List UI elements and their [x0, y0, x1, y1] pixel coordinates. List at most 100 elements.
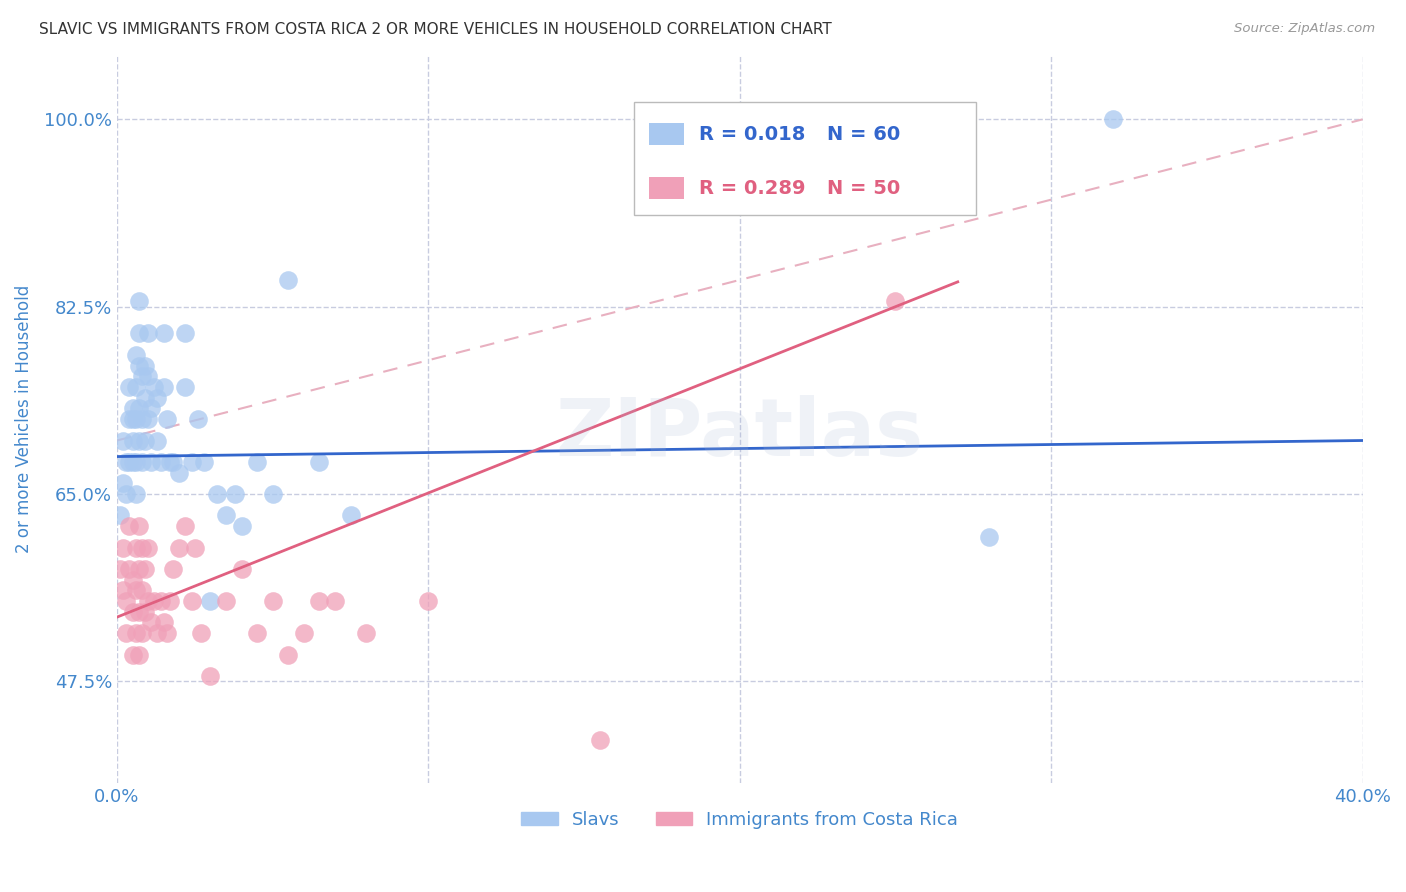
Point [174, 519, 197, 533]
Point [152, 326, 174, 341]
Point [124, 487, 146, 501]
Point [124, 380, 146, 394]
Point [118, 412, 141, 426]
Point [149, 594, 172, 608]
Point [121, 605, 143, 619]
Point [339, 508, 361, 523]
Legend: Slavs, Immigrants from Costa Rica: Slavs, Immigrants from Costa Rica [515, 804, 966, 836]
Point [308, 594, 330, 608]
Point [167, 541, 190, 555]
Point [118, 562, 141, 576]
Point [118, 519, 141, 533]
Point [115, 455, 138, 469]
Point [190, 626, 212, 640]
Point [128, 562, 150, 576]
Point [141, 615, 163, 630]
Point [292, 626, 315, 640]
Point [308, 455, 330, 469]
Point [156, 626, 179, 640]
Point [152, 615, 174, 630]
Point [174, 380, 197, 394]
Point [128, 434, 150, 448]
Point [149, 455, 172, 469]
Point [588, 733, 610, 747]
Point [124, 583, 146, 598]
FancyBboxPatch shape [634, 103, 976, 215]
Point [193, 455, 215, 469]
Point [124, 626, 146, 640]
Point [167, 466, 190, 480]
Point [156, 412, 179, 426]
Point [124, 412, 146, 426]
Point [215, 594, 238, 608]
Point [246, 455, 269, 469]
Point [134, 562, 156, 576]
Point [277, 648, 299, 662]
Point [136, 594, 159, 608]
Y-axis label: 2 or more Vehicles in Household: 2 or more Vehicles in Household [15, 285, 32, 553]
Point [136, 412, 159, 426]
Point [159, 594, 181, 608]
Point [146, 391, 169, 405]
Point [231, 562, 253, 576]
Point [131, 369, 153, 384]
Point [112, 541, 135, 555]
Point [141, 401, 163, 416]
Text: N = 60: N = 60 [827, 125, 900, 144]
Point [159, 455, 181, 469]
Point [143, 594, 166, 608]
Point [121, 455, 143, 469]
Point [121, 412, 143, 426]
Text: R = 0.289: R = 0.289 [699, 178, 806, 198]
Point [277, 273, 299, 287]
Point [134, 391, 156, 405]
Point [180, 455, 202, 469]
Point [128, 401, 150, 416]
Point [128, 326, 150, 341]
Point [131, 412, 153, 426]
Point [124, 541, 146, 555]
Point [354, 626, 377, 640]
Point [128, 294, 150, 309]
Text: ZIPatlas: ZIPatlas [555, 394, 924, 473]
Point [131, 455, 153, 469]
Point [121, 648, 143, 662]
Point [112, 434, 135, 448]
Point [180, 594, 202, 608]
Point [146, 434, 169, 448]
Point [141, 455, 163, 469]
Point [1102, 112, 1125, 127]
Point [131, 626, 153, 640]
Point [162, 455, 184, 469]
Point [118, 380, 141, 394]
Point [977, 530, 1000, 544]
Point [143, 380, 166, 394]
Point [162, 562, 184, 576]
Point [128, 359, 150, 373]
Point [418, 594, 440, 608]
Point [112, 583, 135, 598]
Point [884, 294, 907, 309]
Point [128, 648, 150, 662]
Point [131, 541, 153, 555]
Text: R = 0.018: R = 0.018 [699, 125, 806, 144]
Point [136, 369, 159, 384]
Point [136, 541, 159, 555]
Point [108, 562, 131, 576]
Point [118, 455, 141, 469]
Point [128, 519, 150, 533]
FancyBboxPatch shape [648, 123, 683, 145]
Point [215, 508, 238, 523]
Point [124, 348, 146, 362]
Point [124, 455, 146, 469]
Point [115, 487, 138, 501]
Point [121, 573, 143, 587]
Point [205, 487, 228, 501]
Point [262, 594, 284, 608]
Point [184, 541, 207, 555]
Point [262, 487, 284, 501]
Point [121, 434, 143, 448]
Text: N = 50: N = 50 [827, 178, 900, 198]
Point [108, 508, 131, 523]
Point [131, 583, 153, 598]
